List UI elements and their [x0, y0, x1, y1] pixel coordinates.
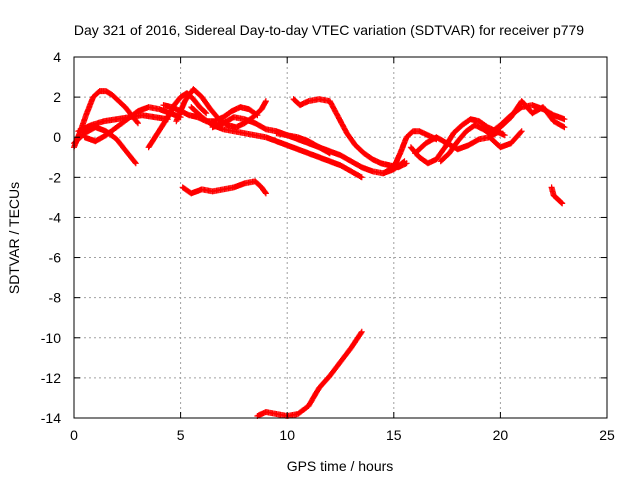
series-arc-12: [380, 128, 440, 177]
tick-label-layer: 0 5 10 15 20 25 -14 -12 -10 -8 -6 -4 -2 0 2 4: [41, 49, 615, 443]
series-arc-17: [497, 98, 568, 131]
y-tick-label: -14: [41, 410, 61, 426]
series-arc-8: [188, 104, 365, 181]
x-tick-label: 25: [599, 427, 615, 443]
x-tick-label: 10: [279, 427, 295, 443]
plot-frame: [73, 56, 608, 419]
series-arc-20: [254, 328, 365, 419]
y-tick-label: -8: [49, 290, 62, 306]
series-markers: [380, 128, 440, 177]
series-markers: [548, 184, 566, 207]
x-tick-label: 0: [70, 427, 78, 443]
grid-layer: [74, 57, 607, 418]
chart-title: Day 321 of 2016, Sidereal Day-to-day VTE…: [74, 22, 584, 38]
y-tick-label: 2: [53, 89, 61, 105]
y-tick-label: -4: [49, 209, 62, 225]
series-arc-18: [179, 178, 269, 197]
series-arc-9: [209, 114, 333, 157]
y-axis-label: SDTVAR / TECUs: [6, 182, 22, 294]
x-axis-label: GPS time / hours: [287, 458, 394, 474]
data-layer: [71, 86, 568, 419]
series-arc-19: [548, 184, 566, 207]
series-markers: [407, 116, 508, 167]
y-tick-label: 0: [53, 129, 61, 145]
series-markers: [290, 96, 410, 171]
tick-layer: [73, 56, 608, 419]
series-markers: [179, 178, 269, 197]
x-tick-label: 20: [493, 427, 509, 443]
series-markers: [188, 104, 365, 181]
series-markers: [209, 114, 333, 157]
x-tick-label: 15: [386, 427, 402, 443]
y-tick-label: -2: [49, 169, 62, 185]
y-tick-label: -6: [49, 250, 62, 266]
series-markers: [497, 98, 568, 131]
series-markers: [254, 328, 365, 419]
series-arc-11: [290, 96, 410, 171]
y-tick-label: 4: [53, 49, 61, 65]
y-tick-label: -12: [41, 370, 61, 386]
y-tick-label: -10: [41, 330, 61, 346]
x-tick-label: 5: [177, 427, 185, 443]
